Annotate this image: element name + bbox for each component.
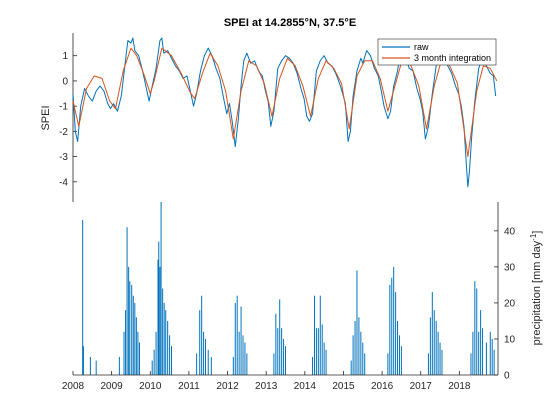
precipitation-y-tick-label: 30: [504, 262, 516, 273]
x-tick-label: 2017: [410, 381, 433, 392]
spei-y-tick-label: -4: [59, 177, 68, 188]
spei-panel: -4 -3 -2 -1 0 1 SPEI raw 3 month integration: [40, 33, 498, 202]
chart-title: SPEI at 14.2855°N, 37.5°E: [224, 17, 356, 29]
legend-label-3-month-integration: 3 month integration: [414, 53, 491, 63]
spei-y-tick-label: -2: [59, 127, 68, 138]
precipitation-y-tick-label: 20: [504, 298, 516, 309]
x-tick-label: 2011: [178, 381, 200, 392]
x-tick-label: 2014: [294, 381, 317, 392]
precipitation-panel: 0 10 20 30 40 precipitation [mm day-1]: [82, 202, 544, 382]
x-tick-label: 2013: [255, 381, 278, 392]
legend-label-raw: raw: [414, 42, 429, 52]
precipitation-bars: [82, 202, 495, 375]
legend-box: [377, 38, 497, 66]
series-line-3-month-integration: [72, 47, 498, 158]
precipitation-y-tick-label: 40: [504, 226, 516, 237]
spei-y-tick-label: 1: [62, 51, 68, 62]
spei-y-tick-label: -3: [59, 152, 68, 163]
x-tick-label: 2008: [62, 381, 85, 392]
x-tick-label: 2016: [371, 381, 394, 392]
spei-y-tick-label: 0: [62, 76, 68, 87]
precipitation-y-axis: 0 10 20 30 40: [494, 202, 516, 382]
x-tick-label: 2015: [332, 381, 355, 392]
x-tick-label: 2012: [216, 381, 239, 392]
x-axis: 2008 2009 2010 2011 2012 2013 2014 2015 2016 2017…: [62, 371, 498, 392]
x-tick-label: 2018: [448, 381, 471, 392]
spei-ylabel: SPEI: [40, 105, 52, 130]
x-tick-label: 2010: [139, 381, 162, 392]
legend: raw 3 month integration: [377, 38, 497, 66]
spei-series-group: [72, 37, 498, 188]
precipitation-ylabel: precipitation [mm day-1]: [529, 231, 544, 346]
x-tick-label: 2009: [101, 381, 124, 392]
precipitation-y-tick-label: 10: [504, 334, 516, 345]
spei-y-tick-label: -1: [59, 102, 68, 113]
precipitation-y-tick-label: 0: [504, 371, 510, 382]
